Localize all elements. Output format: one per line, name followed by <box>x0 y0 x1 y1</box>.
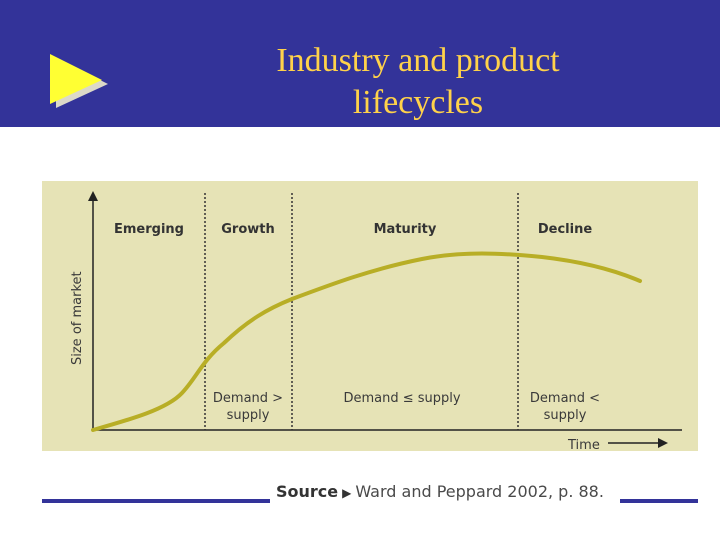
growth-note-line-2: supply <box>227 408 270 423</box>
decline-note-line-2: supply <box>544 408 587 423</box>
y-axis-arrowhead-icon <box>88 191 98 201</box>
decline-note-line-1: Demand < <box>530 391 600 406</box>
lifecycle-curve <box>91 251 642 432</box>
stage-growth-label: Growth <box>221 222 275 237</box>
slide-header <box>0 0 720 127</box>
stage-emerging-label: Emerging <box>114 222 184 237</box>
slide-title-line-1: Industry and product <box>276 42 560 79</box>
maturity-note-line-1: Demand ≤ supply <box>343 391 460 406</box>
y-axis-label: Size of market <box>70 271 85 365</box>
stage-decline-label: Decline <box>538 222 592 237</box>
growth-note-line-1: Demand > <box>213 391 283 406</box>
source-label: Source <box>276 482 339 501</box>
source-marker-icon: ▶ <box>342 486 352 500</box>
lifecycle-chart: Size of market Time Emerging Growth Matu… <box>70 191 682 453</box>
x-axis-arrowhead-icon <box>658 438 668 448</box>
divider-rule-right <box>620 499 698 503</box>
slide-title: Industry and product lifecycles <box>200 40 636 124</box>
source-text: Source ▶ Ward and Peppard 2002, p. 88. <box>276 482 604 501</box>
x-axis-label: Time <box>567 438 600 451</box>
source-citation: Source ▶ Ward and Peppard 2002, p. 88. <box>42 481 698 509</box>
source-citation-text: Ward and Peppard 2002, p. 88. <box>355 482 604 501</box>
slide-title-line-2: lifecycles <box>352 84 484 121</box>
bullet-arrow-icon <box>50 54 108 108</box>
stage-maturity-label: Maturity <box>374 222 437 237</box>
lifecycle-diagram: Size of market Time Emerging Growth Matu… <box>42 181 698 453</box>
divider-rule-left <box>42 499 270 503</box>
